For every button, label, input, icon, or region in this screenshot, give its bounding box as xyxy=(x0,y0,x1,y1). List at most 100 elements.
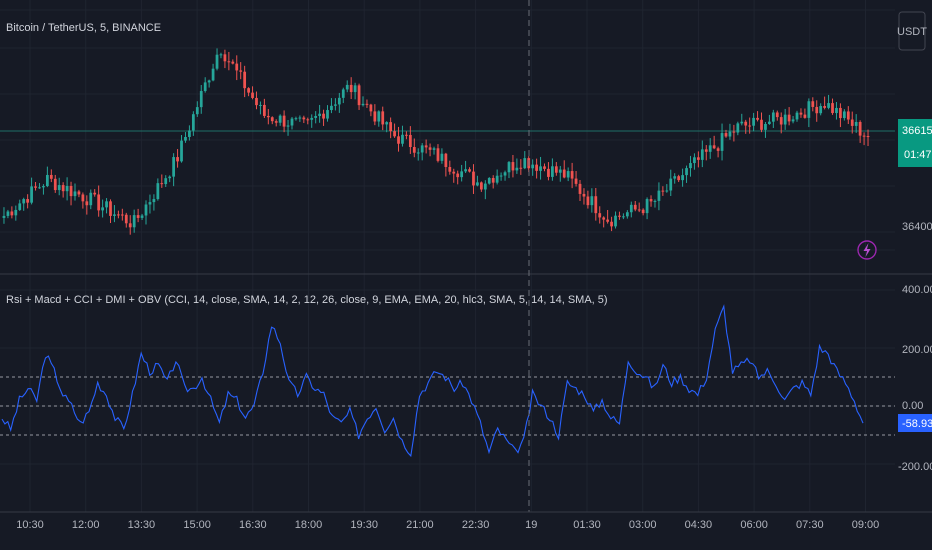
candle-body xyxy=(262,104,266,116)
candle-body xyxy=(227,61,231,63)
candle-body xyxy=(764,123,767,130)
candle-body xyxy=(53,178,57,191)
candle-body xyxy=(779,117,783,125)
candle-body xyxy=(846,111,850,120)
indicator-pane[interactable] xyxy=(0,304,895,458)
candle-body xyxy=(768,121,771,124)
candle-body xyxy=(831,103,834,114)
candle-body xyxy=(673,176,677,179)
candle-body xyxy=(219,54,223,56)
candle-body xyxy=(239,70,243,72)
candle-body xyxy=(503,172,507,176)
symbol-title[interactable]: Bitcoin / TetherUS, 5, BINANCE xyxy=(6,22,161,34)
candle-body xyxy=(365,103,369,105)
candle-body xyxy=(231,61,235,64)
time-axis-label: 22:30 xyxy=(462,519,490,531)
candle-body xyxy=(397,136,400,144)
indicator-y-tick: 200.00 xyxy=(902,344,932,356)
candle-body xyxy=(531,164,535,169)
time-axis-label: 15:00 xyxy=(183,519,211,531)
candle-body xyxy=(357,85,361,106)
candle-body xyxy=(787,114,791,122)
candle-body xyxy=(77,191,81,195)
time-axis-label: 21:00 xyxy=(406,519,434,531)
candle-body xyxy=(215,54,219,69)
indicator-y-tick: 400.00 xyxy=(902,284,932,296)
candle-body xyxy=(432,148,436,150)
indicator-value-tag: -58.93 xyxy=(898,414,932,432)
candle-body xyxy=(554,166,558,173)
lightning-icon[interactable] xyxy=(857,240,877,260)
current-price-label: 36615.99 xyxy=(902,125,932,137)
candle-body xyxy=(128,223,132,228)
current-price-tag: 36615.99 01:47 xyxy=(898,119,932,167)
candle-body xyxy=(716,148,720,151)
candle-body xyxy=(637,209,641,211)
candle-body xyxy=(562,169,566,178)
candle-body xyxy=(594,196,598,214)
candle-body xyxy=(405,134,408,136)
candle-body xyxy=(740,121,744,124)
price-pane[interactable] xyxy=(2,48,870,235)
countdown-label: 01:47 xyxy=(904,149,932,161)
candle-body xyxy=(479,182,483,190)
candle-body xyxy=(669,178,673,191)
candle-body xyxy=(2,215,6,218)
candle-body xyxy=(535,164,538,171)
candle-body xyxy=(203,82,207,92)
candle-body xyxy=(152,199,156,203)
candle-body xyxy=(385,122,389,125)
candle-body xyxy=(330,105,333,111)
candle-body xyxy=(30,186,33,203)
candle-body xyxy=(69,185,73,197)
candle-body xyxy=(57,185,61,191)
candle-body xyxy=(322,113,325,119)
candle-body xyxy=(839,107,842,119)
indicator-levels xyxy=(0,376,895,436)
candle-body xyxy=(45,174,49,187)
candle-body xyxy=(543,166,546,169)
candle-body xyxy=(657,190,661,201)
candle-body xyxy=(290,118,294,126)
indicator-title[interactable]: Rsi + Macd + CCI + DMI + OBV (CCI, 14, c… xyxy=(6,294,608,306)
candle-body xyxy=(109,201,112,216)
candle-body xyxy=(136,215,140,218)
candle-body xyxy=(361,103,365,106)
candle-body xyxy=(519,167,523,169)
candle-body xyxy=(369,104,373,112)
candle-body xyxy=(700,149,704,160)
candle-body xyxy=(732,131,736,133)
candle-body xyxy=(487,178,491,184)
candle-body xyxy=(866,136,870,138)
time-axis-label: 01:30 xyxy=(573,519,601,531)
time-axis[interactable]: 10:30 12:00 13:30 15:00 16:30 18:00 19:30 21:00… xyxy=(16,519,879,531)
candle-body xyxy=(578,183,582,194)
currency-button-label: USDT xyxy=(897,26,927,38)
candle-body xyxy=(602,217,606,220)
candle-body xyxy=(783,114,787,125)
candle-body xyxy=(460,171,464,178)
candle-body xyxy=(223,54,227,62)
candle-body xyxy=(389,122,393,132)
candle-body xyxy=(26,199,30,203)
candle-body xyxy=(101,207,104,211)
candle-body xyxy=(160,183,164,185)
candle-body xyxy=(132,215,136,228)
candle-body xyxy=(61,185,65,192)
candle-body xyxy=(168,176,172,179)
candle-body xyxy=(752,117,755,126)
currency-button[interactable]: USDT xyxy=(897,11,927,51)
candle-body xyxy=(842,111,846,119)
candle-body xyxy=(854,121,858,126)
candle-body xyxy=(188,130,191,137)
candle-body xyxy=(195,107,199,115)
candle-body xyxy=(65,185,69,192)
candle-body xyxy=(539,166,542,171)
time-axis-label: 13:30 xyxy=(128,519,156,531)
candle-body xyxy=(393,131,396,137)
candle-body xyxy=(598,213,602,218)
candle-body xyxy=(416,152,420,154)
candle-body xyxy=(306,119,310,121)
candle-body xyxy=(483,183,487,190)
